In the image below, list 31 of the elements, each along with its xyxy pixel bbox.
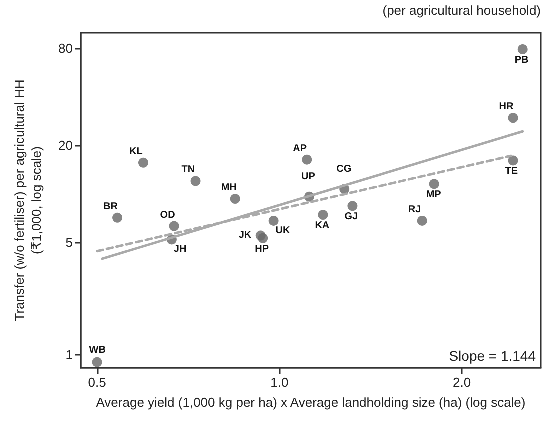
annotation: UP	[301, 171, 316, 182]
annotation: RJ	[408, 204, 422, 216]
y-tick-label: 1	[66, 347, 73, 362]
annotation: WB	[89, 344, 106, 356]
annotation: TE	[505, 166, 518, 178]
y-tick-label: 20	[58, 138, 73, 154]
y-axis-title: Transfer (w/o fertiliser) per agricultural HH (₹1,000, log scale)	[12, 80, 44, 322]
annotation: MP	[426, 190, 442, 201]
annotation: Slope = 1.144	[449, 348, 536, 364]
x-axis-title: Average yield (1,000 kg per ha) x Average landholding size (ha) (log scale)	[96, 395, 526, 410]
x-tick-label: 1.0	[270, 375, 289, 390]
annotation: MH	[221, 182, 237, 194]
annotation: HP	[255, 244, 270, 255]
annotation: TN	[182, 164, 196, 176]
annotation: BR	[104, 201, 119, 212]
y-tick-label: 80	[58, 41, 73, 56]
annotation: PB	[514, 54, 529, 66]
annotation: OD	[160, 210, 176, 221]
annotation: KA	[315, 220, 330, 232]
annotation: GJ	[344, 212, 358, 223]
annotation: CG	[336, 164, 352, 175]
annotation: UK	[276, 225, 292, 236]
text: (per agricultural household)	[382, 3, 542, 18]
annotation: JK	[238, 230, 252, 241]
x-tick-label: 0.5	[88, 375, 106, 390]
annotation: AP	[293, 143, 308, 154]
annotation: HR	[499, 102, 514, 113]
x-tick-label: 2.0	[453, 375, 472, 390]
y-tick-label: 5	[66, 234, 73, 250]
annotation: JH	[174, 244, 187, 256]
annotation: KL	[129, 146, 143, 158]
